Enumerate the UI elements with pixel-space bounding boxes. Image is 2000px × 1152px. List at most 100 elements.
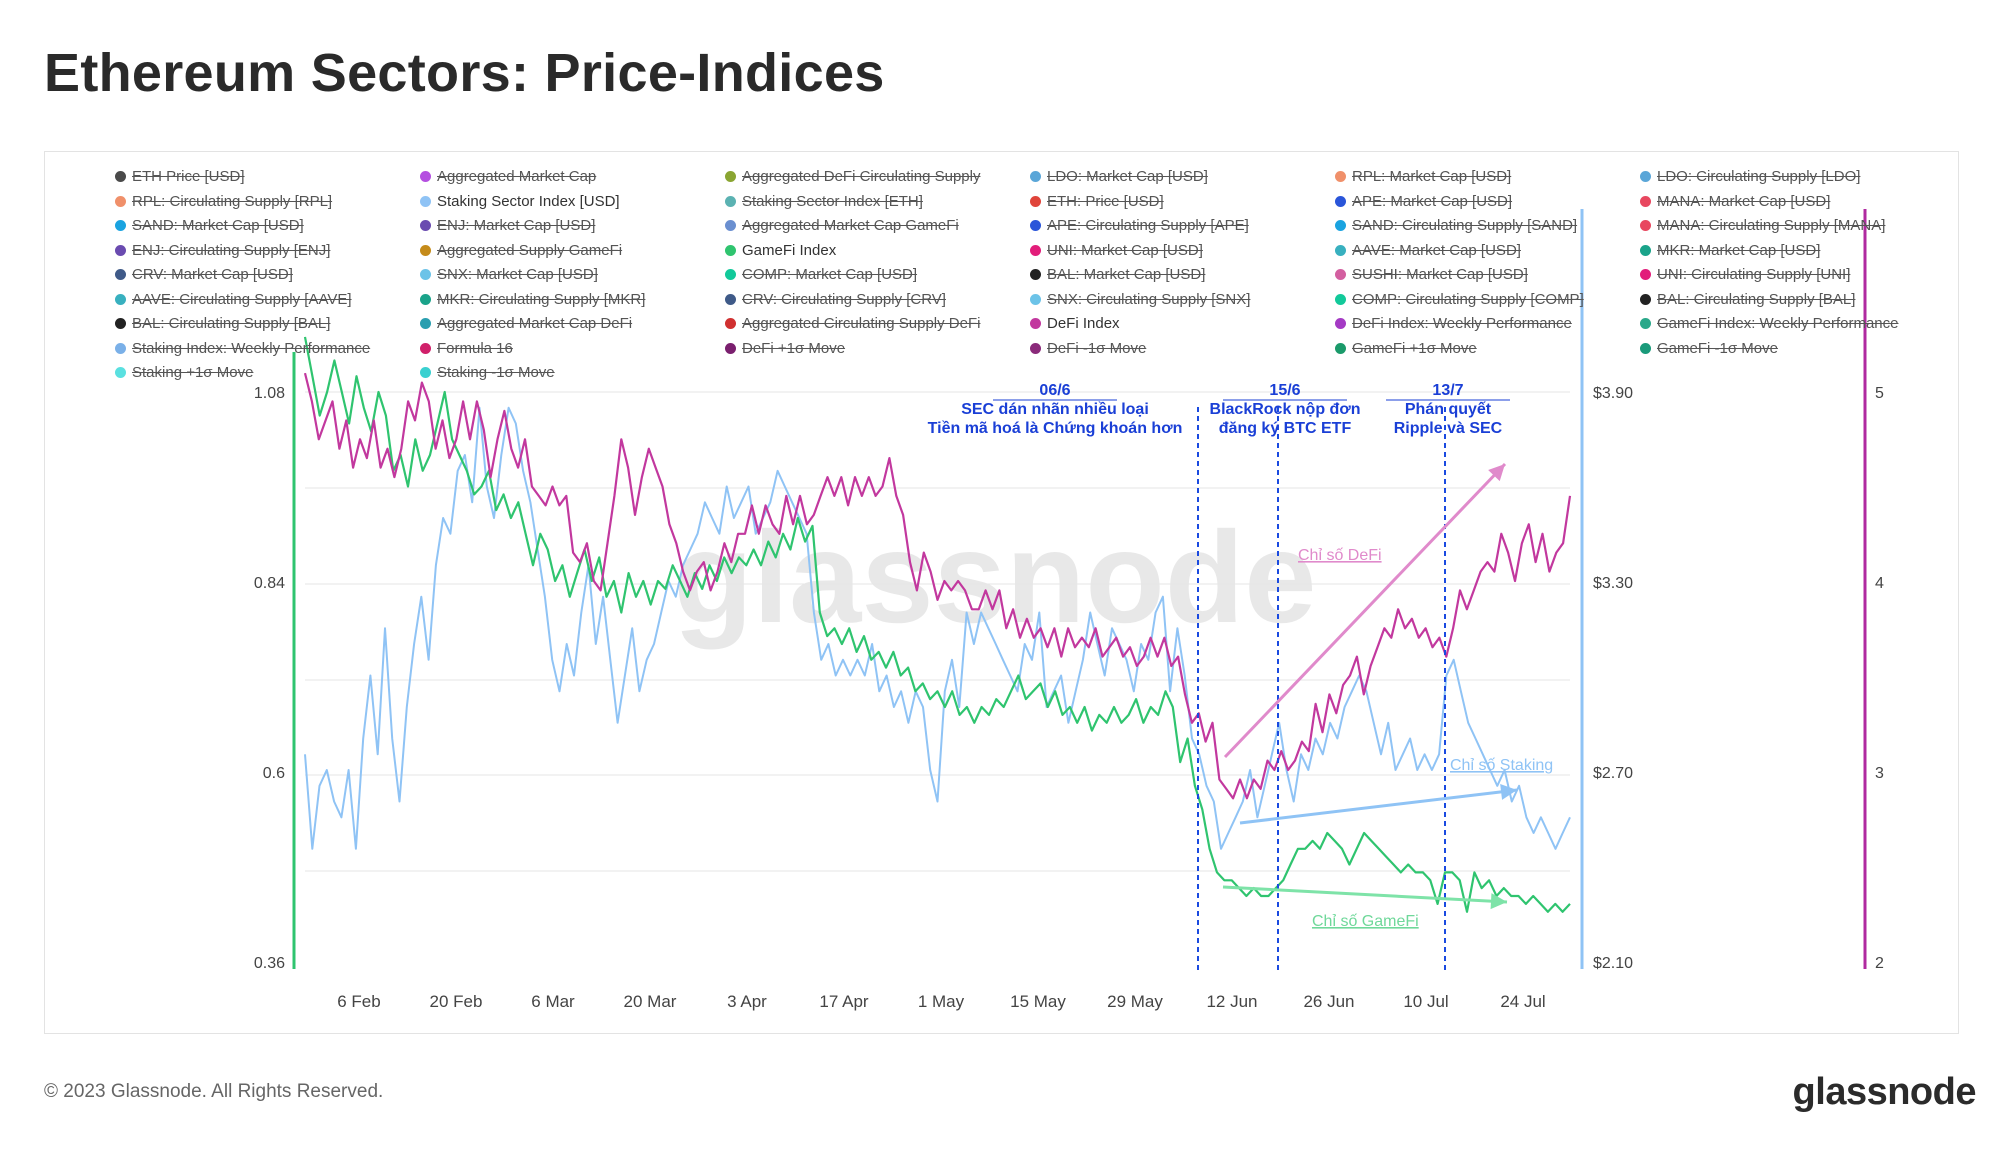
legend-item[interactable]: MKR: Market Cap [USD] xyxy=(1640,242,1820,259)
staking-trend-arrow-head xyxy=(1500,783,1517,800)
legend-item[interactable]: Staking Sector Index [USD] xyxy=(420,193,620,210)
x-axis-tick: 17 Apr xyxy=(819,992,868,1011)
legend-item[interactable]: MANA: Market Cap [USD] xyxy=(1640,193,1830,210)
event-date: 13/7 xyxy=(1432,382,1463,399)
right-axis-tick: $2.70 xyxy=(1593,765,1633,782)
legend-item[interactable]: Aggregated DeFi Circulating Supply xyxy=(725,168,980,185)
legend-swatch xyxy=(420,195,431,207)
legend-label: Aggregated Market Cap DeFi xyxy=(437,315,633,332)
legend-item[interactable]: COMP: Market Cap [USD] xyxy=(725,266,917,283)
legend-item[interactable]: CRV: Circulating Supply [CRV] xyxy=(725,291,946,308)
chart-svg: glassnode 1.08 0.84 0.6 0.36 $3.90 $3.30 $2.70 $… xyxy=(254,209,1884,1011)
legend-item[interactable]: APE: Market Cap [USD] xyxy=(1335,193,1512,210)
defi-trend-arrow xyxy=(1223,462,1507,759)
legend-item[interactable]: GameFi +1σ Move xyxy=(1335,340,1477,357)
legend-item[interactable]: GameFi Index xyxy=(725,242,836,259)
legend-swatch xyxy=(115,269,126,280)
legend-label: CRV: Market Cap [USD] xyxy=(132,266,293,283)
chart-frame: glassnode 1.08 0.84 0.6 0.36 $3.90 $3.30 $2.70 $… xyxy=(44,151,1959,1034)
legend-swatch xyxy=(1030,342,1041,354)
legend-swatch xyxy=(1335,318,1346,329)
legend-item[interactable]: BAL: Circulating Supply [BAL] xyxy=(115,315,330,332)
legend-item[interactable]: Staking Index: Weekly Performance xyxy=(115,340,370,357)
series-line-gamefi-index xyxy=(303,336,1571,913)
legend-item[interactable]: SAND: Circulating Supply [SAND] xyxy=(1335,217,1577,234)
legend-item[interactable]: SUSHI: Market Cap [USD] xyxy=(1335,266,1528,283)
legend-item[interactable]: Staking +1σ Move xyxy=(115,364,253,381)
legend-label: Staking Sector Index [USD] xyxy=(437,192,620,210)
legend-item[interactable]: LDO: Market Cap [USD] xyxy=(1030,168,1208,185)
legend-label: RPL: Market Cap [USD] xyxy=(1352,168,1512,185)
event-label: Tiền mã hoá là Chứng khoán hơn xyxy=(928,420,1183,437)
legend-item[interactable]: RPL: Market Cap [USD] xyxy=(1335,168,1511,185)
legend-item[interactable]: CRV: Market Cap [USD] xyxy=(115,266,293,283)
legend-swatch xyxy=(420,244,431,256)
legend-item[interactable]: APE: Circulating Supply [APE] xyxy=(1030,217,1249,234)
legend-swatch xyxy=(1335,195,1346,207)
left-axis-tick: 1.08 xyxy=(254,385,285,402)
legend-item[interactable]: DeFi Index: Weekly Performance xyxy=(1335,315,1572,332)
legend-label: GameFi +1σ Move xyxy=(1352,339,1477,357)
legend-item[interactable]: BAL: Circulating Supply [BAL] xyxy=(1640,291,1855,308)
defi-annotation: Chỉ số DeFi xyxy=(1298,547,1382,564)
legend-item[interactable]: MANA: Circulating Supply [MANA] xyxy=(1640,217,1885,234)
x-axis-tick: 6 Feb xyxy=(337,992,380,1011)
legend-item[interactable]: SAND: Market Cap [USD] xyxy=(115,217,304,234)
legend-item[interactable]: SNX: Market Cap [USD] xyxy=(420,266,598,283)
legend-swatch xyxy=(420,342,431,354)
right-axis-tick: $3.30 xyxy=(1593,575,1633,592)
legend-item[interactable]: GameFi Index: Weekly Performance xyxy=(1640,315,1898,332)
legend-swatch xyxy=(420,318,431,329)
legend-swatch xyxy=(1640,269,1651,280)
legend-label: LDO: Circulating Supply [LDO] xyxy=(1657,168,1861,185)
event-label: Phán quyết xyxy=(1405,401,1492,418)
event-label: SEC dán nhãn nhiều loại xyxy=(961,401,1149,418)
legend-item[interactable]: Formula 16 xyxy=(420,340,513,357)
legend-item[interactable]: ETH: Price [USD] xyxy=(1030,193,1164,210)
legend-item[interactable]: Staking Sector Index [ETH] xyxy=(725,193,923,210)
legend-item[interactable]: BAL: Market Cap [USD] xyxy=(1030,266,1205,283)
legend-label: Staking +1σ Move xyxy=(132,364,254,381)
legend-swatch xyxy=(115,367,126,378)
legend-item[interactable]: UNI: Circulating Supply [UNI] xyxy=(1640,266,1850,283)
legend-swatch xyxy=(1030,318,1041,329)
legend-item[interactable]: Aggregated Supply GameFi xyxy=(420,242,622,259)
x-axis-tick: 20 Mar xyxy=(624,992,677,1011)
legend-label: ETH Price [USD] xyxy=(132,168,245,185)
legend-label: APE: Circulating Supply [APE] xyxy=(1047,217,1249,234)
legend-item[interactable]: ENJ: Circulating Supply [ENJ] xyxy=(115,242,330,259)
event-date: 06/6 xyxy=(1039,382,1070,399)
legend-item[interactable]: Aggregated Market Cap xyxy=(420,168,596,185)
legend-swatch xyxy=(725,195,736,207)
legend-item[interactable]: DeFi Index xyxy=(1030,315,1120,332)
legend-item[interactable]: ETH Price [USD] xyxy=(115,168,245,185)
legend-item[interactable]: UNI: Market Cap [USD] xyxy=(1030,242,1203,259)
legend-label: AAVE: Circulating Supply [AAVE] xyxy=(132,290,352,308)
legend-item[interactable]: Aggregated Market Cap GameFi xyxy=(725,217,959,234)
left-axis-tick: 0.6 xyxy=(263,765,285,782)
legend-label: Staking Index: Weekly Performance xyxy=(132,339,371,357)
legend-item[interactable]: GameFi -1σ Move xyxy=(1640,340,1778,357)
legend-label: SUSHI: Market Cap [USD] xyxy=(1352,266,1528,283)
legend-item[interactable]: AAVE: Circulating Supply [AAVE] xyxy=(115,291,352,308)
legend-swatch xyxy=(1335,342,1346,354)
legend-item[interactable]: RPL: Circulating Supply [RPL] xyxy=(115,193,332,210)
legend-item[interactable]: Aggregated Market Cap DeFi xyxy=(420,315,632,332)
legend-item[interactable]: LDO: Circulating Supply [LDO] xyxy=(1640,168,1860,185)
legend-label: GameFi Index xyxy=(742,241,837,259)
legend-label: DeFi +1σ Move xyxy=(742,339,846,357)
legend-item[interactable]: ENJ: Market Cap [USD] xyxy=(420,217,595,234)
legend-item[interactable]: Aggregated Circulating Supply DeFi xyxy=(725,315,980,332)
legend-item[interactable]: MKR: Circulating Supply [MKR] xyxy=(420,291,645,308)
legend-swatch xyxy=(1640,171,1651,182)
legend-swatch xyxy=(115,293,126,305)
legend-item[interactable]: AAVE: Market Cap [USD] xyxy=(1335,242,1521,259)
legend-item[interactable]: DeFi +1σ Move xyxy=(725,340,845,357)
x-axis-tick: 10 Jul xyxy=(1403,992,1448,1011)
left-axis-tick: 0.36 xyxy=(254,955,285,972)
legend-item[interactable]: SNX: Circulating Supply [SNX] xyxy=(1030,291,1250,308)
legend-item[interactable]: Staking -1σ Move xyxy=(420,364,555,381)
legend-swatch xyxy=(115,171,126,182)
legend-item[interactable]: COMP: Circulating Supply [COMP] xyxy=(1335,291,1584,308)
legend-item[interactable]: DeFi -1σ Move xyxy=(1030,340,1146,357)
